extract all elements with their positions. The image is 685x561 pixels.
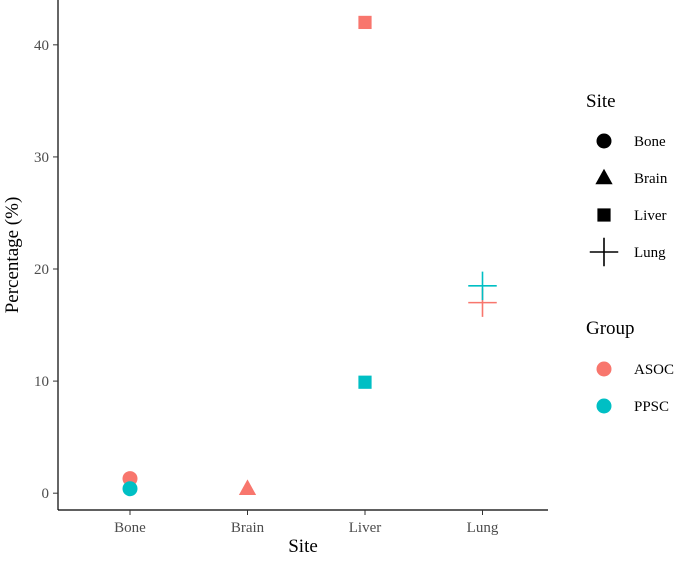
x-tick-label: Lung: [467, 520, 499, 536]
y-tick-label: 10: [34, 374, 49, 390]
x-tick-label: Bone: [114, 520, 146, 536]
legend-key-brain: [595, 168, 613, 185]
data-point-asoc-brain: [238, 479, 257, 496]
x-axis-title: Site: [288, 536, 318, 557]
legend-title-site: Site: [586, 91, 616, 112]
legend-label: Lung: [634, 245, 666, 261]
y-tick-label: 0: [42, 486, 50, 502]
y-tick-label: 40: [34, 38, 49, 54]
data-point-ppsc-liver: [358, 375, 372, 389]
y-tick-label: 30: [34, 150, 49, 166]
legend-key-bone: [596, 133, 612, 149]
legend-title-group: Group: [586, 318, 635, 339]
legend-label: ASOC: [634, 362, 674, 378]
legend-key-lung: [589, 237, 619, 267]
data-point-ppsc-lung: [468, 271, 497, 301]
legend-label: Liver: [634, 208, 666, 224]
data-point-ppsc-bone: [122, 481, 138, 497]
x-tick-label: Liver: [349, 520, 381, 536]
plot-area: 0 10 20 30 40 Bone Brain Liver Lung Site Percentag…: [2, 0, 548, 557]
legend-label: Brain: [634, 171, 668, 187]
legend-key-liver: [597, 208, 611, 222]
data-point-asoc-liver: [358, 15, 372, 30]
legend-key-ppsc: [596, 398, 612, 414]
x-tick-label: Brain: [231, 520, 265, 536]
y-tick-label: 20: [34, 262, 49, 278]
y-axis-title: Percentage (%): [2, 197, 23, 314]
legend-label: Bone: [634, 134, 666, 150]
legend-label: PPSC: [634, 399, 669, 415]
legend: Site Bone Brain Liver Lung Group ASOC PPSC: [586, 91, 674, 415]
legend-key-asoc: [596, 361, 612, 377]
